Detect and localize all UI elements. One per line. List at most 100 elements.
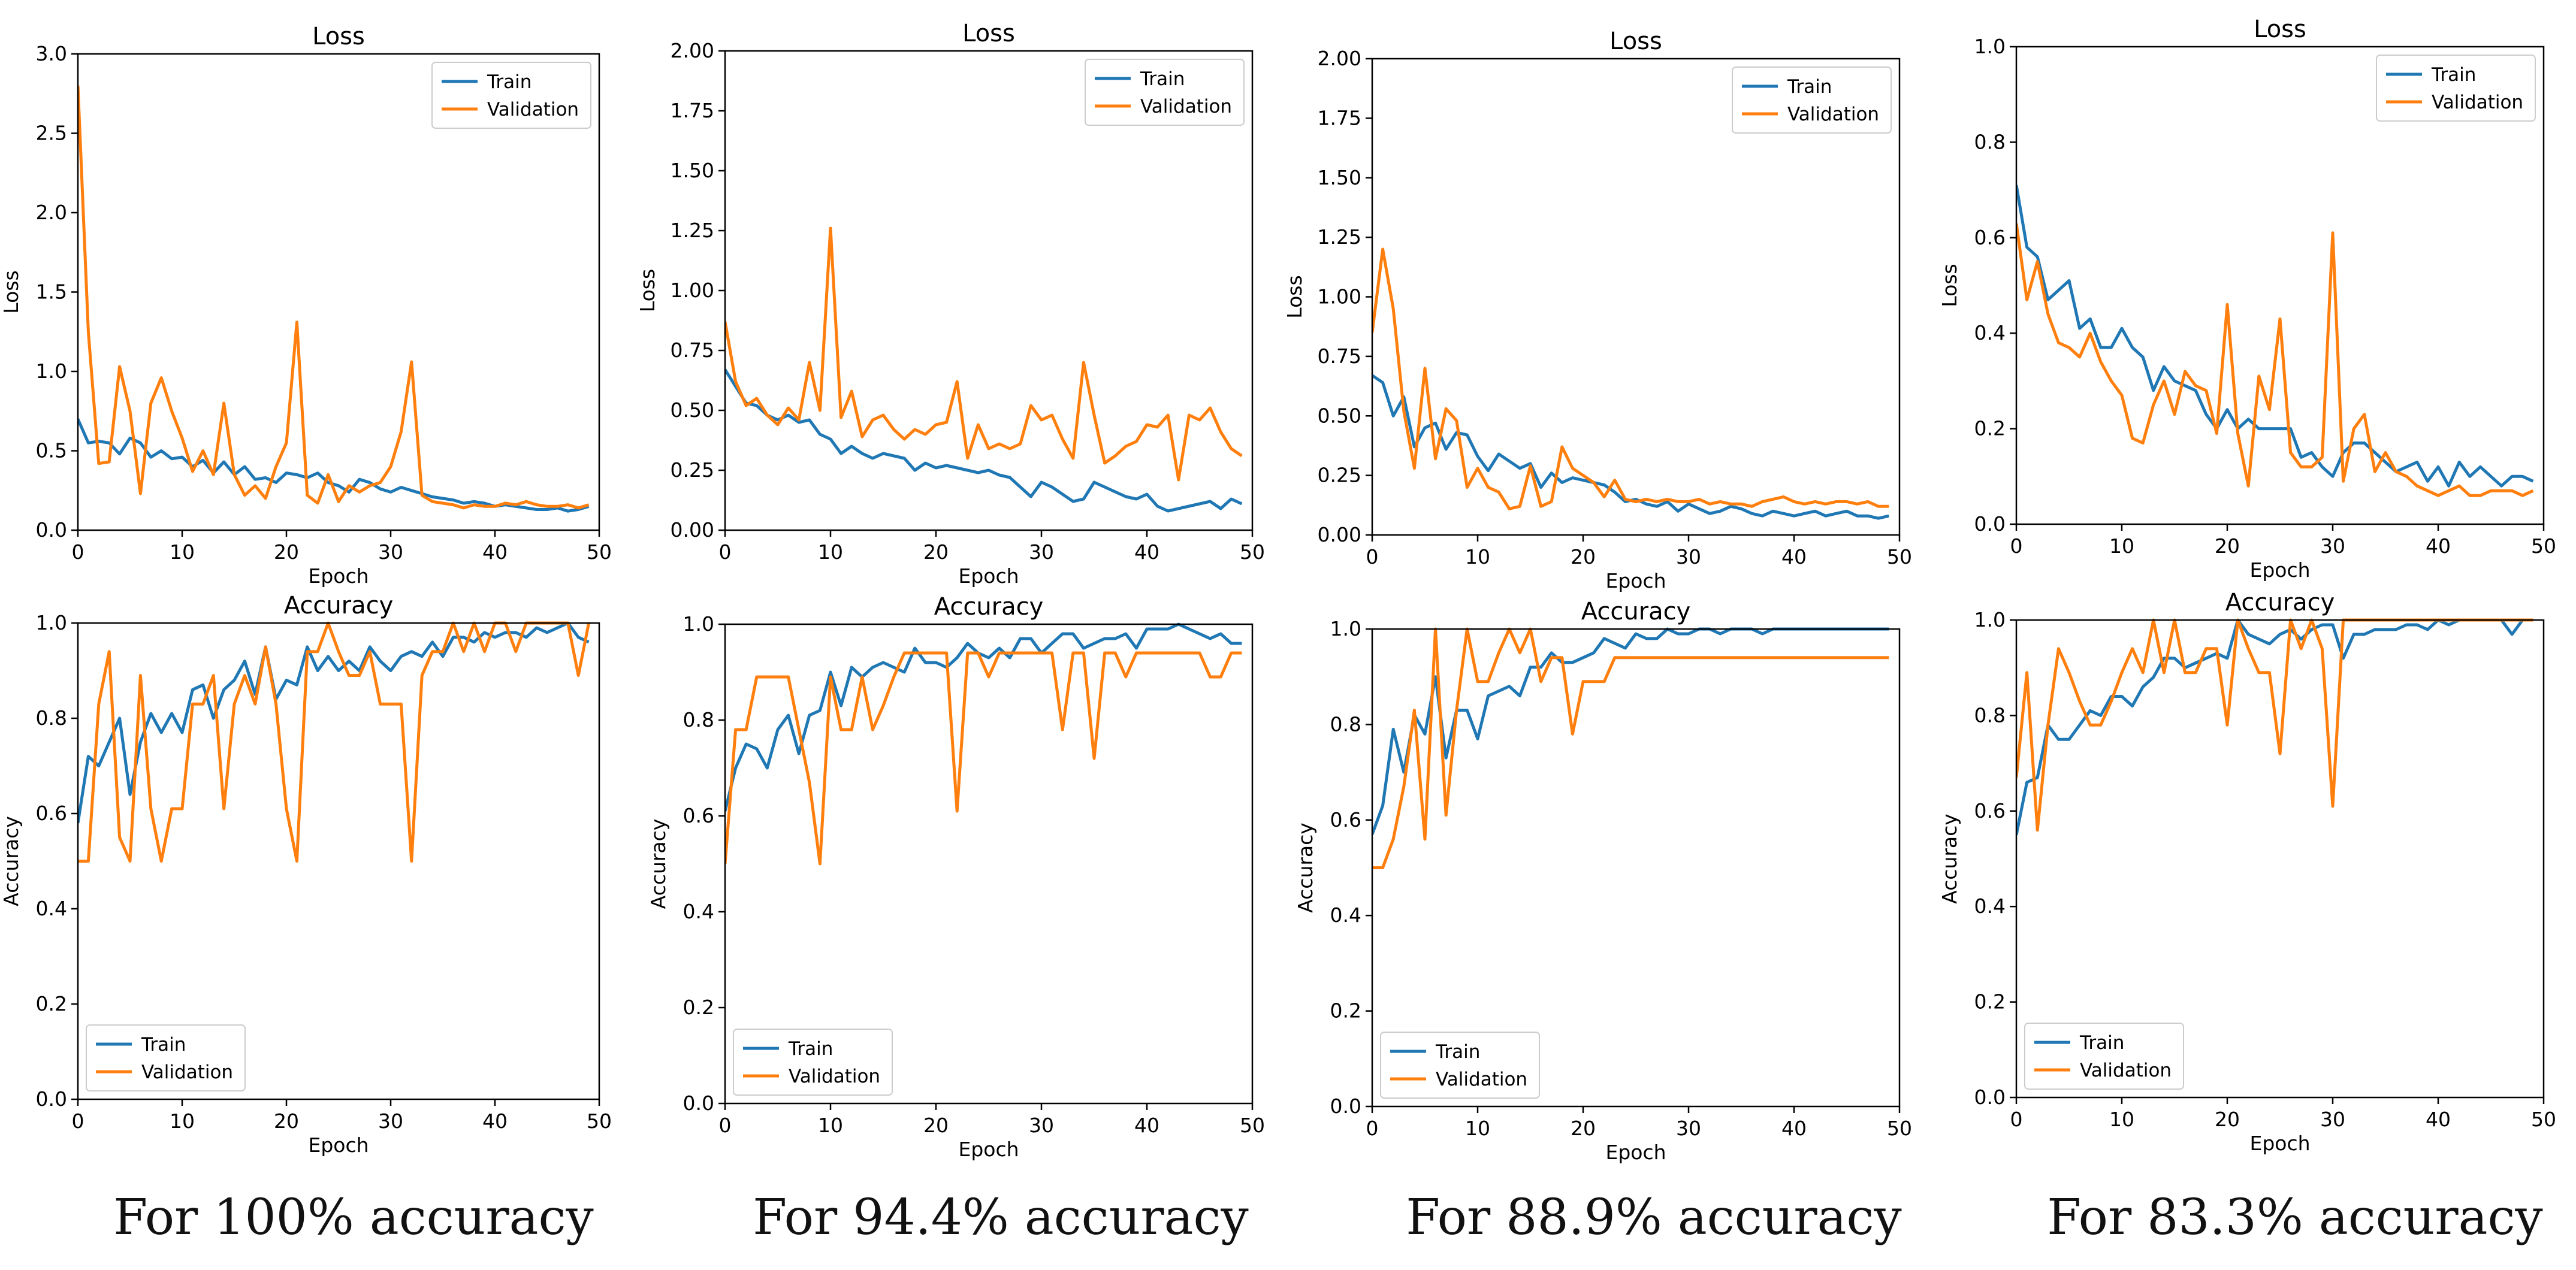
caption-94: For 94.4% accuracy — [753, 1189, 1249, 1246]
y-tick-label: 0.8 — [36, 706, 67, 730]
chart-3-loss: Loss 0 10 20 30 40 50 0.0 0.2 0.4 0.6 0.8 1.0 Epoch Lo… — [1938, 16, 2556, 582]
y-axis-label: Loss — [1283, 275, 1306, 318]
legend-label-validation: Validation — [789, 1066, 880, 1087]
x-tick-label: 0 — [1366, 1117, 1379, 1140]
legend: Train Validation — [733, 1029, 893, 1096]
plot-frame — [2015, 46, 2545, 525]
legend-label-validation: Validation — [141, 1062, 233, 1083]
x-axis-label: Epoch — [2249, 558, 2310, 582]
chart-7-accuracy: Accuracy 0 10 20 30 40 50 0.0 0.2 0.4 0.6 0.8 1.0 Epo… — [1938, 589, 2556, 1155]
y-tick-label: 0.2 — [1974, 990, 2006, 1014]
x-tick-label: 50 — [1240, 540, 1265, 564]
series-line-train — [2016, 185, 2534, 488]
x-tick-label: 0 — [719, 540, 732, 564]
y-axis-label: Loss — [1938, 264, 1961, 307]
y-axis-label: Accuracy — [1294, 823, 1317, 913]
x-tick-label: 40 — [1134, 1114, 1159, 1137]
x-tick-label: 10 — [818, 540, 843, 564]
legend: Train Validation — [431, 62, 591, 129]
x-tick-label: 30 — [2320, 534, 2345, 558]
x-tick-label: 20 — [2215, 534, 2240, 558]
x-tick-label: 20 — [1571, 545, 1596, 569]
y-tick-label: 0.0 — [36, 518, 67, 542]
y-tick-label: 0.6 — [1974, 799, 2006, 823]
y-axis-label: Loss — [0, 270, 23, 313]
y-tick-label: 0.0 — [1974, 512, 2006, 536]
x-tick-label: 50 — [1887, 545, 1912, 569]
y-tick-label: 0.6 — [683, 804, 714, 827]
y-axis-label: Accuracy — [1938, 814, 1961, 904]
legend-box — [1085, 59, 1245, 126]
legend-label-train: Train — [1435, 1041, 1480, 1063]
series-line-validation — [78, 621, 591, 863]
x-tick-label: 20 — [1571, 1117, 1596, 1140]
legend-box — [2376, 55, 2536, 122]
y-tick-label: 0.6 — [1330, 808, 1361, 831]
series-line-validation — [725, 226, 1243, 482]
x-tick-label: 0 — [1366, 545, 1379, 569]
chart-title: Accuracy — [934, 593, 1044, 621]
x-tick-label: 10 — [2109, 1108, 2134, 1131]
y-axis-label: Loss — [636, 269, 659, 312]
x-tick-label: 30 — [1676, 1117, 1701, 1140]
chart-0-loss: Loss 0 10 20 30 40 50 0.0 0.5 1.0 1.5 2.0 2.5 3.0 Epoc… — [0, 23, 612, 588]
legend-label-train: Train — [788, 1038, 833, 1060]
y-tick-label: 0.75 — [671, 338, 714, 362]
x-tick-label: 0 — [719, 1114, 732, 1137]
x-tick-label: 20 — [923, 540, 949, 564]
x-tick-label: 50 — [1887, 1117, 1912, 1140]
chart-1-loss: Loss 0 10 20 30 40 50 0.00 0.25 0.50 0.75 1.00 1.25 1… — [636, 20, 1265, 588]
y-tick-label: 1.0 — [36, 611, 67, 634]
y-tick-label: 2.5 — [36, 122, 67, 145]
y-tick-label: 0.0 — [683, 1091, 714, 1115]
legend-label-train: Train — [1140, 68, 1185, 90]
y-tick-label: 0.8 — [1330, 712, 1361, 736]
y-tick-label: 1.0 — [1974, 608, 2006, 631]
series-line-train — [725, 368, 1243, 513]
legend-box — [1380, 1032, 1540, 1099]
plot-frame — [2015, 619, 2545, 1099]
y-tick-label: 0.2 — [1330, 999, 1361, 1023]
x-tick-label: 10 — [170, 540, 195, 564]
y-tick-label: 0.25 — [1318, 464, 1361, 487]
legend-label-train: Train — [2079, 1032, 2124, 1054]
y-tick-label: 0.4 — [1974, 894, 2006, 918]
legend: Train Validation — [1085, 59, 1245, 126]
legend-box — [1732, 66, 1892, 134]
legend-label-validation: Validation — [2432, 92, 2523, 113]
series-line-validation — [725, 651, 1242, 866]
chart-4-accuracy: Accuracy 0 10 20 30 40 50 0.0 0.2 0.4 0.6 0.8 1.0 Epo… — [0, 592, 612, 1157]
y-tick-label: 1.25 — [671, 219, 714, 242]
y-tick-label: 1.75 — [1318, 106, 1361, 129]
y-tick-label: 0.2 — [1974, 417, 2006, 440]
caption-88: For 88.9% accuracy — [1406, 1189, 1902, 1246]
y-tick-label: 2.00 — [671, 39, 714, 62]
y-tick-label: 1.00 — [671, 279, 714, 302]
legend-label-train: Train — [2431, 64, 2476, 86]
chart-5-accuracy: Accuracy 0 10 20 30 40 50 0.0 0.2 0.4 0.6 0.8 1.0 Epo… — [647, 593, 1265, 1161]
x-tick-label: 20 — [923, 1114, 949, 1137]
y-tick-label: 0.2 — [36, 992, 67, 1015]
y-tick-label: 0.6 — [1974, 226, 2006, 249]
x-tick-label: 20 — [2215, 1108, 2240, 1131]
x-tick-label: 20 — [274, 1109, 299, 1133]
series-line-train — [2016, 618, 2533, 836]
y-tick-label: 1.0 — [1330, 617, 1361, 640]
chart-6-accuracy: Accuracy 0 10 20 30 40 50 0.0 0.2 0.4 0.6 0.8 1.0 Epo… — [1294, 598, 1912, 1164]
legend: Train Validation — [2024, 1023, 2184, 1090]
plot-frame — [724, 623, 1254, 1105]
chart-title: Loss — [312, 23, 365, 50]
x-tick-label: 30 — [1676, 545, 1701, 569]
caption-83: For 83.3% accuracy — [2047, 1189, 2543, 1246]
x-tick-label: 0 — [2010, 534, 2023, 558]
x-tick-label: 30 — [1029, 1114, 1054, 1137]
plot-frame — [77, 622, 600, 1100]
x-axis-label: Epoch — [958, 564, 1019, 588]
plot-frame — [1371, 628, 1901, 1108]
y-tick-label: 1.0 — [36, 359, 67, 383]
x-tick-label: 30 — [378, 1109, 403, 1133]
series-line-validation — [1372, 627, 1889, 869]
y-tick-label: 0.6 — [36, 802, 67, 825]
x-tick-label: 0 — [72, 540, 84, 564]
legend-label-validation: Validation — [1140, 96, 1232, 117]
